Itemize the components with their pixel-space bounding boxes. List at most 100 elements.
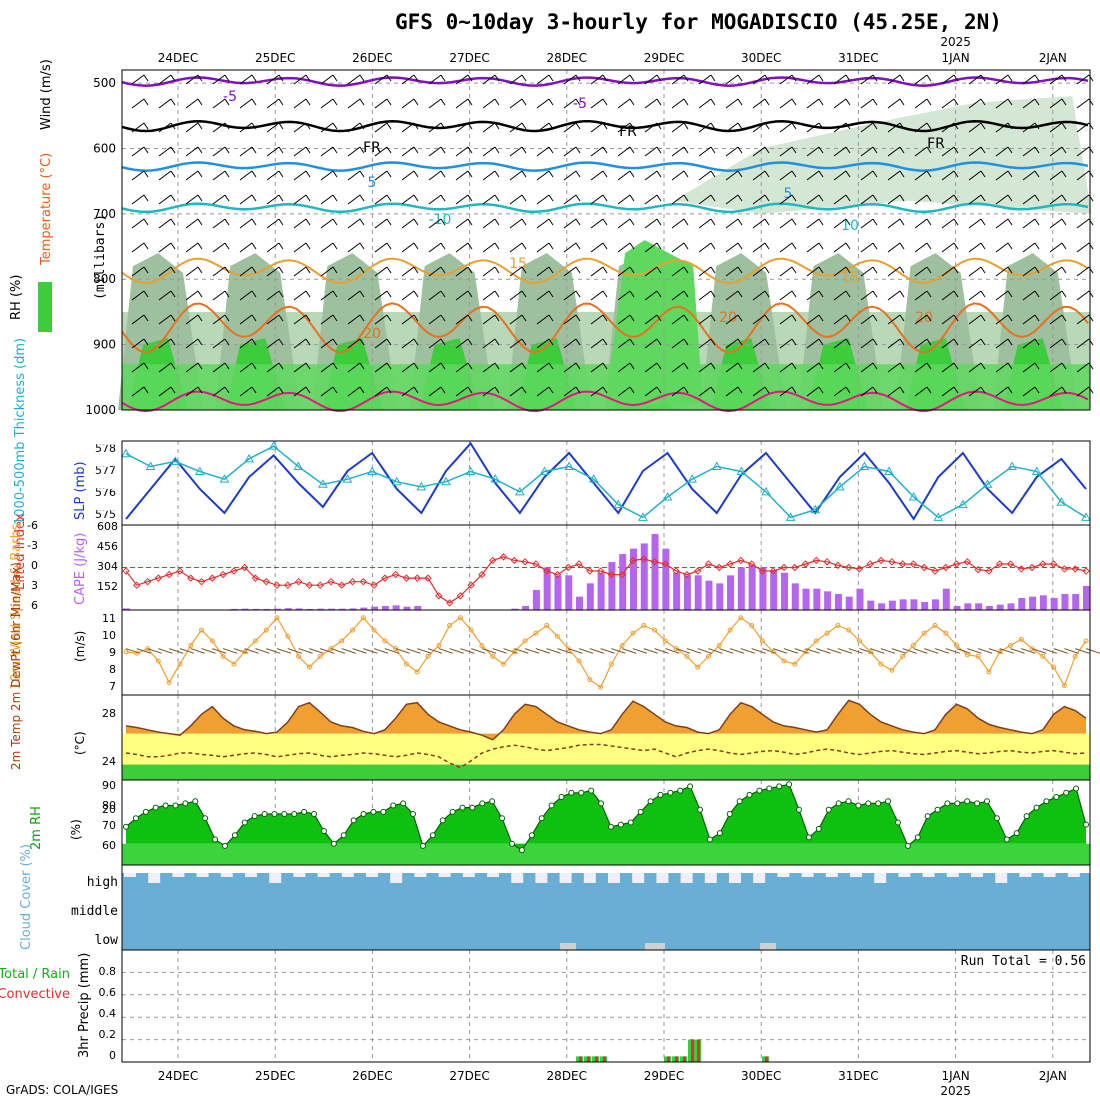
wind-barb	[455, 314, 469, 325]
rh2m-marker	[320, 828, 327, 834]
wind-barb	[320, 266, 334, 277]
li-marker	[489, 556, 497, 565]
wind-barb	[293, 362, 307, 373]
wind-barb-flag	[899, 266, 905, 274]
wind-barb	[590, 122, 604, 133]
wind-barb-flag	[629, 386, 635, 394]
wind10-tick: 7	[109, 680, 116, 693]
wind-barb-flag	[521, 266, 527, 274]
upper-ylabel-temp: Temperature (°C)	[39, 153, 54, 266]
wind-barb-flag	[710, 194, 716, 202]
li-marker	[553, 570, 562, 579]
cape-bar	[532, 590, 540, 610]
wind-barb	[968, 194, 982, 205]
wind-barb-flag	[170, 74, 176, 82]
wind-barb	[671, 386, 685, 397]
wind-barb	[833, 122, 847, 133]
li-tick: -6	[27, 519, 38, 532]
wind-barb	[833, 146, 847, 157]
wind10-marker	[457, 615, 463, 621]
wind10-barb	[363, 648, 378, 654]
wind-barb-flag	[305, 314, 311, 322]
wind-barb-flag	[737, 386, 743, 394]
wind-barb	[158, 218, 172, 229]
wind-barb	[617, 74, 631, 85]
rh2m-marker	[251, 813, 258, 820]
wind10-barb	[1085, 648, 1100, 654]
wind-barb	[644, 242, 658, 253]
wind-barb-flag	[1034, 74, 1040, 82]
li-marker	[661, 560, 670, 568]
rh2m-marker	[202, 815, 209, 822]
precip-convective-bar	[603, 1056, 606, 1062]
wind-barb-flag	[953, 146, 959, 154]
wind-barb	[617, 218, 631, 229]
wind-barb-flag	[1034, 218, 1040, 226]
li-marker	[456, 592, 465, 600]
wind-barb	[698, 338, 712, 349]
wind10-marker	[209, 638, 215, 644]
wind-barb	[158, 74, 172, 85]
rh-color-key	[38, 282, 52, 332]
wind-barb-flag	[386, 194, 392, 202]
temp-tick: 24	[102, 755, 116, 768]
wind-barb-flag	[1007, 338, 1013, 346]
wind-barb	[455, 338, 469, 349]
wind10-marker	[479, 643, 485, 649]
wind-barb-flag	[170, 146, 176, 154]
cloud-gap-high	[390, 873, 403, 883]
wind-barb	[725, 218, 739, 229]
wind-barb-flag	[278, 386, 284, 394]
wind-barb-flag	[872, 314, 878, 322]
wind-barb	[482, 146, 496, 157]
chart-title: GFS 0~10day 3-hourly for MOGADISCIO (45.…	[395, 10, 1002, 34]
wind-barb	[617, 290, 631, 301]
wind-barb-flag	[143, 146, 149, 154]
wind-barb	[1049, 74, 1063, 85]
wind-barb	[185, 266, 199, 277]
cape-bar	[910, 599, 918, 610]
wind-barb	[860, 218, 874, 229]
wind-barb	[698, 266, 712, 277]
wind-barb-flag	[386, 170, 392, 178]
date-label-bottom: 31DEC	[838, 1069, 878, 1083]
wind-barb	[239, 122, 253, 133]
date-label-bottom: 2JAN	[1039, 1069, 1067, 1083]
wind-barb-flag	[953, 74, 959, 82]
date-label-top: 28DEC	[547, 51, 587, 65]
slp-tick: 1014	[88, 457, 116, 470]
wind-barb-flag	[656, 98, 662, 106]
wind-barb-flag	[1061, 122, 1067, 130]
wind-barb-flag	[791, 314, 797, 322]
wind-barb-flag	[818, 266, 824, 274]
wind-barb-flag	[845, 266, 851, 274]
wind10-marker	[781, 658, 787, 664]
wind-barb-flag	[710, 266, 716, 274]
wind-barb	[239, 290, 253, 301]
thickness-tick: 577	[95, 464, 116, 477]
wind-barb	[401, 266, 415, 277]
contour-label: 5	[784, 186, 793, 202]
wind-barb-flag	[845, 314, 851, 322]
wind-barb	[158, 266, 172, 277]
thickness-marker	[219, 474, 230, 483]
wind-barb	[644, 98, 658, 109]
cape-bar	[737, 567, 745, 610]
wind10-marker	[598, 684, 604, 690]
thickness-marker	[194, 466, 205, 476]
wind-barb-flag	[332, 386, 338, 394]
wind-barb	[212, 74, 226, 85]
wind-barb	[806, 338, 820, 349]
wind-barb	[914, 386, 928, 397]
slp-tick: 1016	[88, 435, 116, 448]
wind-barb	[671, 122, 685, 133]
wind-barb-flag	[602, 290, 608, 298]
wind10-barb	[514, 648, 529, 654]
wind-barb-flag	[197, 362, 203, 370]
wind-barb-flag	[278, 218, 284, 226]
wind10-barb	[276, 648, 292, 654]
wind-barb	[185, 362, 199, 373]
wind-barb-flag	[143, 314, 149, 322]
wind-barb-flag	[872, 242, 878, 250]
cape-bar	[921, 602, 929, 610]
